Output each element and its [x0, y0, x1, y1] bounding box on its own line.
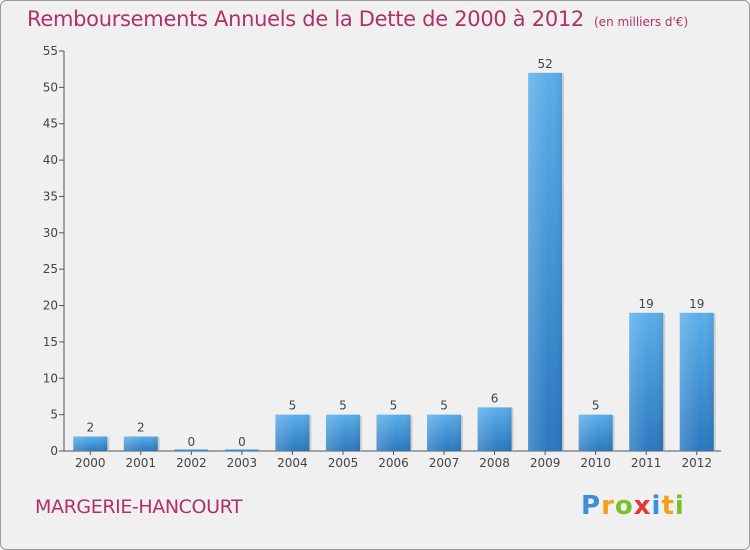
value-label-2008: 6: [491, 391, 499, 405]
value-label-2012: 19: [689, 297, 704, 311]
x-tick-label-2004: 2004: [277, 456, 308, 470]
bar-highlight: [376, 414, 411, 451]
y-tick-label: 20: [43, 299, 58, 313]
y-tick-label: 25: [43, 262, 58, 276]
chart-title-text: Remboursements Annuels de la Dette de 20…: [27, 7, 584, 31]
y-tick-label: 55: [43, 44, 58, 58]
x-tick-label-2005: 2005: [328, 456, 359, 470]
y-tick-label: 50: [43, 80, 58, 94]
value-label-2011: 19: [639, 297, 654, 311]
bar-highlight: [477, 407, 512, 451]
x-tick-label-2008: 2008: [479, 456, 510, 470]
value-label-2000: 2: [86, 420, 94, 434]
x-tick-label-2009: 2009: [530, 456, 561, 470]
y-tick-label: 15: [43, 335, 58, 349]
value-label-2010: 5: [592, 399, 600, 413]
bar-highlight: [123, 436, 158, 451]
bar-highlight: [629, 312, 664, 451]
x-tick-label-2000: 2000: [75, 456, 106, 470]
value-label-2007: 5: [440, 399, 448, 413]
value-label-2005: 5: [339, 399, 347, 413]
x-tick-label-2007: 2007: [429, 456, 460, 470]
value-label-2006: 5: [390, 399, 398, 413]
x-tick-label-2012: 2012: [681, 456, 712, 470]
chart-title: Remboursements Annuels de la Dette de 20…: [27, 7, 688, 31]
x-tick-label-2010: 2010: [580, 456, 611, 470]
value-label-2002: 0: [188, 435, 196, 449]
y-tick-label: 10: [43, 371, 58, 385]
x-tick-label-2001: 2001: [126, 456, 157, 470]
y-tick-label: 5: [50, 408, 58, 422]
value-label-2003: 0: [238, 435, 246, 449]
data-labels: 2 2 0 0 5 5 5 5 6 52 5 19 19: [86, 57, 704, 449]
commune-name: MARGERIE-HANCOURT: [35, 496, 243, 518]
bar-highlight: [578, 414, 613, 451]
y-tick-label: 40: [43, 153, 58, 167]
bar-2003: [224, 449, 259, 451]
y-tick-label: 45: [43, 117, 58, 131]
x-tick-label-2003: 2003: [227, 456, 258, 470]
x-tick-label-2006: 2006: [378, 456, 409, 470]
value-label-2004: 5: [289, 399, 297, 413]
bar-highlight: [275, 414, 310, 451]
proxiti-logo: Proxiti: [581, 491, 685, 521]
bar-highlight: [73, 436, 108, 451]
y-tick-label: 0: [50, 444, 58, 458]
chart-subtitle: (en milliers d'€): [594, 15, 689, 29]
y-tick-label: 30: [43, 226, 58, 240]
bar-highlight: [679, 312, 714, 451]
value-label-2001: 2: [137, 420, 145, 434]
y-tick-label: 35: [43, 189, 58, 203]
x-tick-label-2011: 2011: [631, 456, 662, 470]
x-tick-label-2002: 2002: [176, 456, 207, 470]
bars: [73, 72, 716, 452]
bar-2002: [174, 449, 209, 451]
bar-highlight: [427, 414, 462, 451]
value-label-2009: 52: [537, 57, 552, 71]
bar-highlight: [325, 414, 360, 451]
bar-highlight: [528, 72, 563, 452]
